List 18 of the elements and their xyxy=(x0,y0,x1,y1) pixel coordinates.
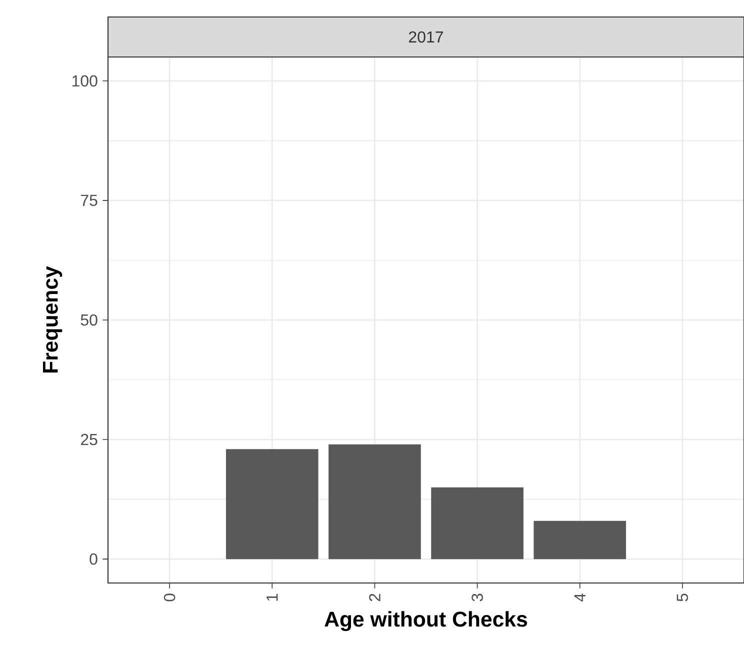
x-axis-title: Age without Checks xyxy=(324,611,528,632)
y-tick-label: 25 xyxy=(80,434,98,446)
x-tick-label: 1 xyxy=(266,594,278,601)
x-tick-label: 2 xyxy=(369,594,380,602)
bar xyxy=(226,449,318,560)
chart-title: 2017 xyxy=(408,31,443,43)
x-tick-label: 0 xyxy=(164,594,176,602)
y-tick-label: 75 xyxy=(80,194,98,206)
y-tick-label: 100 xyxy=(72,75,98,87)
bar xyxy=(431,487,524,560)
x-tick-label: 3 xyxy=(472,594,483,602)
y-tick-label: 0 xyxy=(90,553,98,565)
x-tick-label: 4 xyxy=(574,594,586,602)
y-tick-label: 50 xyxy=(80,314,98,326)
bar xyxy=(534,520,626,560)
x-tick-label: 5 xyxy=(676,594,688,602)
y-axis-title: Frequency xyxy=(43,266,62,373)
bar xyxy=(328,444,421,560)
